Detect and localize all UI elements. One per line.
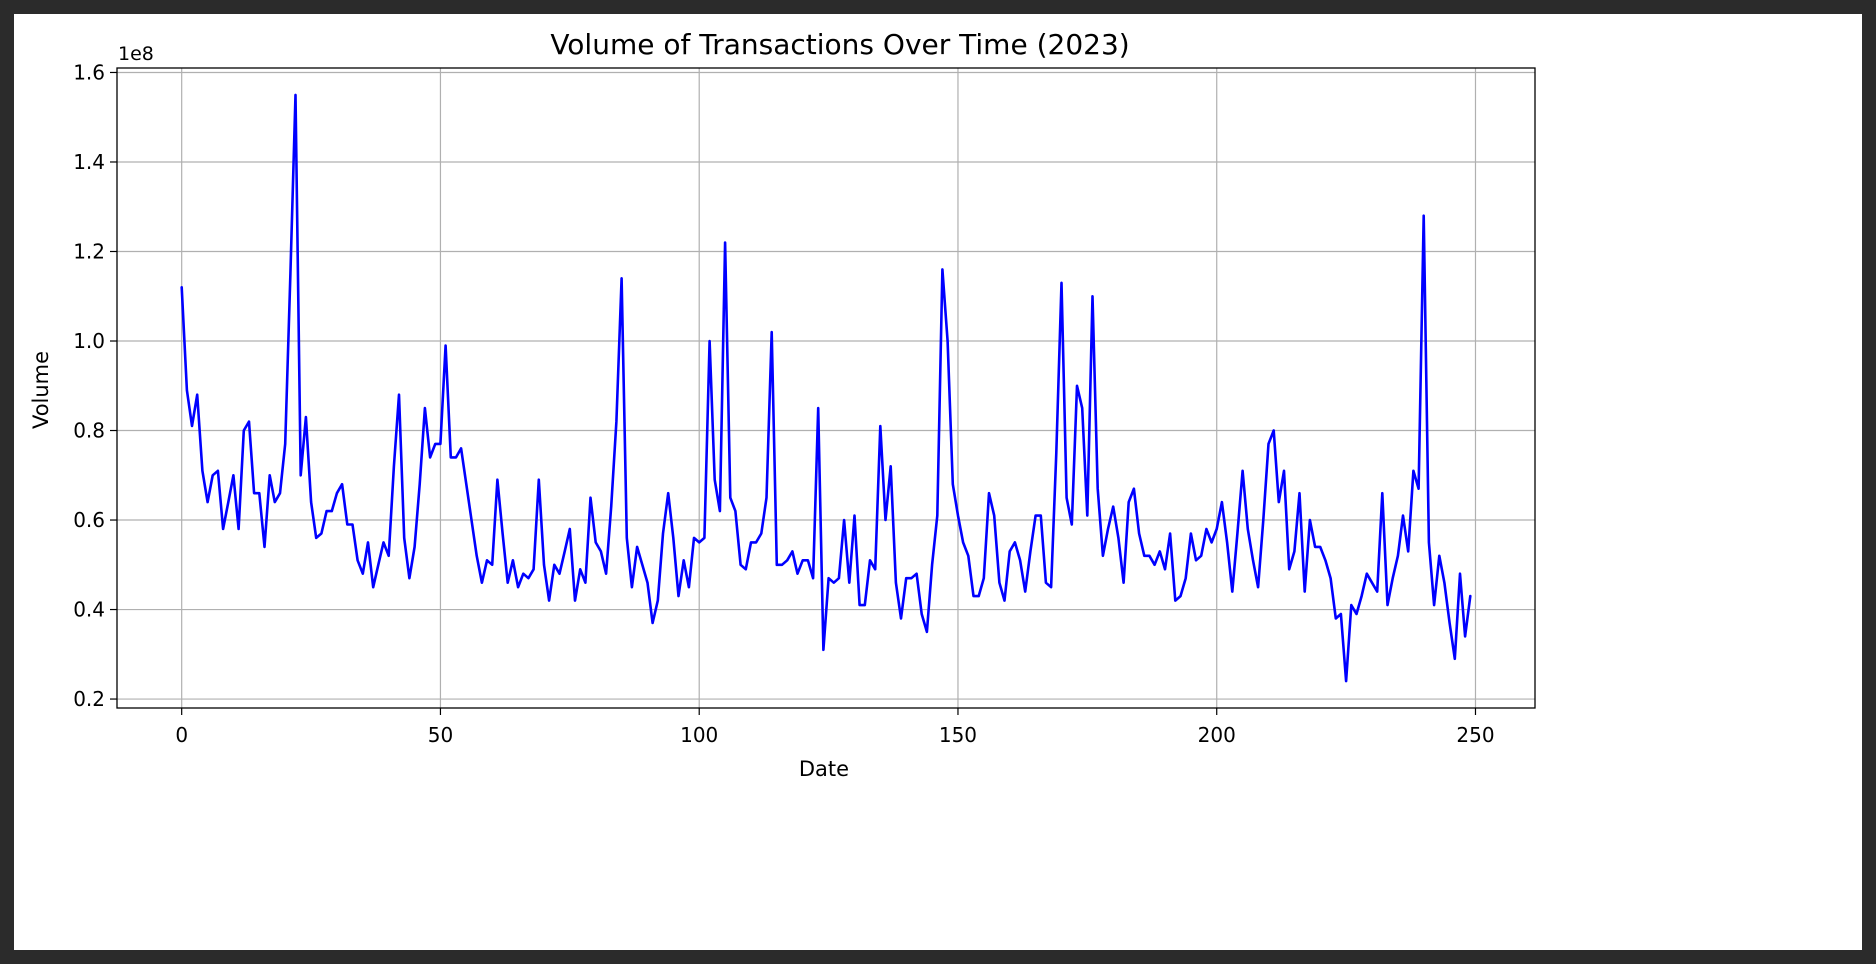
y-axis-ticks: 0.2 0.4 0.6 0.8 1.0 1.2 1.4 1.6	[73, 60, 117, 711]
x-tick-label: 0	[175, 723, 188, 747]
x-axis-label: Date	[799, 757, 849, 781]
x-tick-label: 50	[428, 723, 453, 747]
y-tick-label: 0.6	[73, 508, 105, 532]
series-layer	[180, 93, 1472, 683]
axes-frame	[116, 67, 1536, 709]
chart-title: Volume of Transactions Over Time (2023)	[550, 28, 1129, 61]
y-tick-label: 1.4	[73, 150, 105, 174]
chart-figure: 0 50 100 150 200 250 0.2 0.4 0.6 0.8 1.0 1.2 1.4 1.6…	[14, 14, 1862, 950]
y-tick-label: 0.8	[73, 419, 105, 443]
y-tick-label: 0.4	[73, 598, 105, 622]
x-tick-label: 200	[1198, 723, 1236, 747]
grid-layer	[117, 68, 1535, 708]
y-offset-text: 1e8	[118, 43, 154, 65]
x-tick-label: 100	[680, 723, 718, 747]
y-tick-label: 1.6	[73, 60, 105, 84]
series-line	[180, 93, 1472, 683]
y-tick-label: 1.0	[73, 329, 105, 353]
y-tick-label: 1.2	[73, 239, 105, 263]
line-chart: 0 50 100 150 200 250 0.2 0.4 0.6 0.8 1.0 1.2 1.4 1.6…	[29, 28, 1536, 781]
x-tick-label: 150	[939, 723, 977, 747]
y-axis-label: Volume	[29, 351, 53, 429]
x-tick-label: 250	[1456, 723, 1494, 747]
y-tick-label: 0.2	[73, 687, 105, 711]
x-axis-ticks: 0 50 100 150 200 250	[175, 708, 1495, 747]
